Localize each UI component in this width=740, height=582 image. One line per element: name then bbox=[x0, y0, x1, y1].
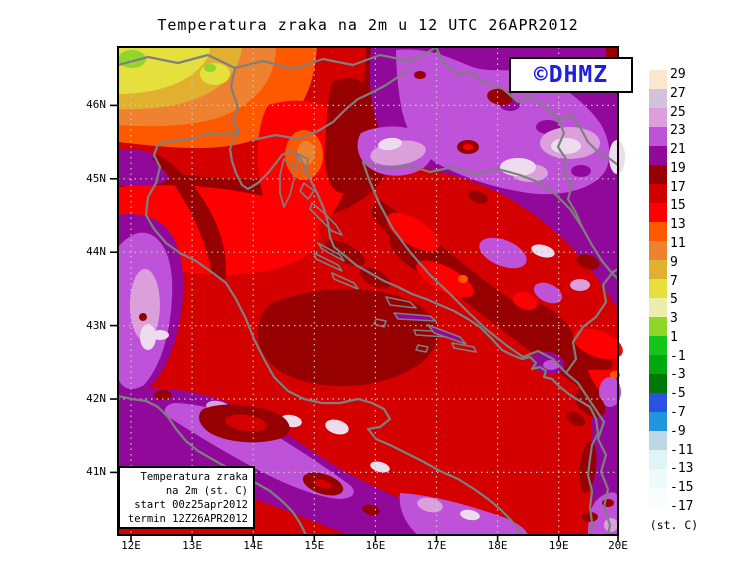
y-tick-label: 45N bbox=[86, 171, 106, 185]
colorbar-cell bbox=[649, 412, 667, 431]
croatia-coastline bbox=[228, 129, 600, 537]
colorbar-level-label: 29 bbox=[670, 67, 686, 82]
colorbar-cell bbox=[649, 336, 667, 355]
colorbar-cell bbox=[649, 279, 667, 298]
colorbar-level-label: -1 bbox=[670, 348, 686, 364]
colorbar-level-label: 25 bbox=[670, 104, 686, 120]
y-tick-label: 44N bbox=[86, 245, 106, 259]
run-info-box: Temperatura zraka na 2m (st. C) start 00… bbox=[118, 466, 255, 529]
croatia-hungary-border bbox=[434, 45, 620, 167]
x-tick-label: 17E bbox=[426, 539, 447, 552]
colorbar-cell bbox=[649, 374, 667, 393]
colorbar-cell bbox=[649, 108, 667, 127]
colorbar-cell bbox=[649, 317, 667, 336]
colorbar-level-label: -5 bbox=[670, 386, 686, 402]
colorbar-cell bbox=[649, 222, 667, 241]
colorbar-cell bbox=[649, 431, 667, 450]
info-line: Temperatura zraka bbox=[140, 471, 248, 483]
colorbar-level-label: -13 bbox=[670, 461, 694, 477]
island-outlines bbox=[279, 152, 477, 353]
y-tick-label: 42N bbox=[86, 392, 106, 405]
slovenia-croatia-border bbox=[251, 67, 412, 142]
info-line: termin 12Z26APR2012 bbox=[127, 513, 248, 525]
y-tick-label: 41N bbox=[86, 465, 106, 479]
x-tick-label: 16E bbox=[365, 539, 386, 552]
colorbar-cell bbox=[649, 146, 667, 165]
colorbar-cell bbox=[649, 184, 667, 203]
colorbar-level-label: -15 bbox=[670, 480, 694, 496]
montenegro-albania-border bbox=[592, 405, 612, 537]
x-tick-label: 14E bbox=[243, 539, 264, 552]
italy-tyrrhenian-coastline bbox=[116, 394, 308, 537]
x-tick-label: 20E bbox=[608, 539, 628, 552]
colorbar-cell bbox=[649, 469, 667, 488]
page-title: Temperatura zraka na 2m u 12 UTC 26APR20… bbox=[157, 16, 579, 34]
colorbar-unit-label: (st. C) bbox=[649, 518, 699, 532]
y-tick-label: 46N bbox=[86, 98, 106, 112]
colorbar-cell bbox=[649, 393, 667, 412]
colorbar-level-label: 3 bbox=[670, 311, 678, 327]
x-tick-label: 12E bbox=[121, 539, 141, 552]
x-tick-label: 19E bbox=[548, 539, 569, 552]
austria-slovenia-border bbox=[233, 45, 438, 71]
colorbar-level-label: 9 bbox=[670, 254, 678, 270]
info-line: na 2m (st. C) bbox=[165, 485, 248, 497]
colorbar-level-label: -7 bbox=[670, 405, 686, 421]
x-tick-label: 18E bbox=[487, 539, 508, 552]
warm-accent-spots bbox=[139, 47, 618, 522]
dhmz-logo-text: ©DHMZ bbox=[533, 62, 609, 88]
colorbar-level-label: 23 bbox=[670, 123, 686, 139]
colorbar-cell bbox=[649, 488, 667, 507]
dhmz-logo: ©DHMZ bbox=[509, 57, 633, 93]
colorbar-level-label: 17 bbox=[670, 179, 686, 195]
colorbar-level-label: 21 bbox=[670, 142, 686, 158]
italy-adriatic-coastline bbox=[144, 129, 524, 537]
x-tick-label: 13E bbox=[182, 539, 203, 552]
y-tick-label: 43N bbox=[86, 318, 106, 332]
montenegro-serbia-border bbox=[564, 267, 620, 375]
info-line: start 00z25apr2012 bbox=[134, 499, 248, 511]
country-borders bbox=[116, 45, 620, 537]
colorbar-level-label: 1 bbox=[670, 329, 678, 345]
colorbar-cell bbox=[649, 241, 667, 260]
colorbar-cell bbox=[649, 165, 667, 184]
colorbar-level-label: 7 bbox=[670, 273, 678, 289]
colorbar-level-label: -3 bbox=[670, 367, 686, 383]
croatia-bosnia-south-border bbox=[361, 160, 596, 409]
colorbar-level-label: -9 bbox=[670, 423, 686, 439]
croatia-serbia-border bbox=[556, 117, 584, 229]
colorbar-level-label: 5 bbox=[670, 292, 678, 308]
colorbar-level-label: -17 bbox=[670, 498, 694, 514]
croatia-bosnia-north-border bbox=[361, 160, 620, 281]
colorbar-cell bbox=[649, 355, 667, 374]
colorbar-cell bbox=[649, 260, 667, 279]
temperature-map bbox=[110, 45, 625, 542]
italy-slovenia-border bbox=[229, 66, 241, 133]
colorbar-level-label: 19 bbox=[670, 160, 686, 176]
x-tick-label: 15E bbox=[304, 539, 325, 552]
colorbar-level-label: 27 bbox=[670, 85, 686, 101]
colorbar-cell bbox=[649, 450, 667, 469]
colorbar-level-label: 11 bbox=[670, 236, 686, 252]
colorbar-level-label: -11 bbox=[670, 442, 694, 458]
axis-tick-marks bbox=[110, 104, 619, 542]
colorbar-cell bbox=[649, 70, 667, 89]
austria-italy-border bbox=[116, 53, 237, 70]
colorbar-cell bbox=[649, 203, 667, 222]
colorbar-cell bbox=[649, 127, 667, 146]
colorbar-cell bbox=[649, 298, 667, 317]
map-frame bbox=[117, 46, 619, 536]
colorbar-level-label: 13 bbox=[670, 217, 686, 233]
colorbar-cell bbox=[649, 89, 667, 108]
colorbar-level-label: 15 bbox=[670, 198, 686, 214]
